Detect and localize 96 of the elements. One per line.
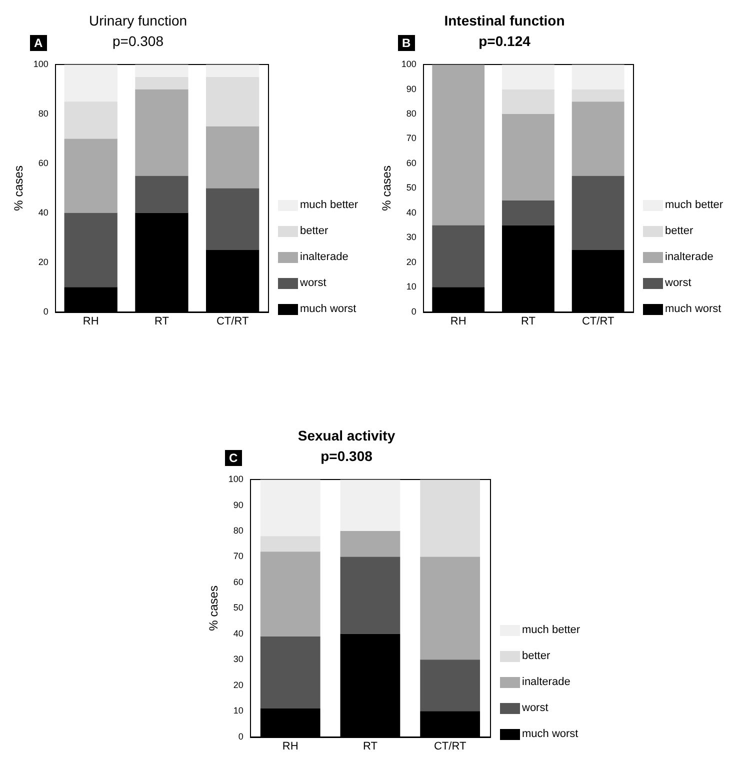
y-tick-label: 60 — [233, 576, 244, 587]
bar — [260, 636, 320, 709]
y-tick-label: 40 — [406, 207, 416, 218]
x-tick-label: RH — [282, 740, 298, 752]
bar — [572, 102, 624, 176]
y-tick-label: 40 — [233, 628, 244, 638]
text: C — [225, 450, 242, 466]
x-tick-label: CT/RT — [582, 315, 614, 328]
bar — [340, 480, 400, 532]
bar — [572, 64, 624, 90]
x-tick-label: RT — [520, 315, 536, 328]
y-tick-label: 100 — [228, 474, 244, 484]
y-tick-label: 70 — [406, 133, 416, 144]
y-tick-label: 0 — [411, 306, 416, 316]
y-tick-label: 60 — [38, 158, 48, 168]
bar — [432, 64, 485, 226]
chart-subtitle: p=0.124 — [478, 33, 531, 50]
legend-label: inalterade — [522, 676, 570, 688]
y-tick-label: 20 — [233, 680, 244, 690]
y-tick-label: 30 — [406, 232, 416, 242]
y-tick-label: 80 — [233, 526, 244, 536]
legend-label: much better — [300, 199, 358, 212]
y-axis-title: % cases — [12, 166, 26, 211]
y-tick-label: 80 — [406, 108, 416, 119]
bar — [502, 114, 554, 201]
x-tick-label: RH — [82, 315, 99, 328]
x-tick-label: CT/RT — [434, 740, 466, 752]
bar — [135, 176, 188, 213]
y-tick-label: 0 — [238, 731, 244, 742]
bar — [64, 138, 118, 213]
y-tick-label: 20 — [406, 256, 416, 267]
y-tick-label: 90 — [233, 500, 244, 510]
legend-label: inalterade — [300, 251, 348, 264]
y-tick-label: 50 — [406, 182, 416, 193]
chart-title: Sexual activity — [298, 427, 396, 444]
bar — [206, 126, 260, 188]
legend-label: worst — [522, 702, 548, 714]
legend-label: much worst — [522, 728, 578, 740]
text: A — [30, 35, 47, 51]
x-tick-label: RT — [362, 740, 378, 752]
bar — [206, 64, 260, 77]
y-tick-label: 30 — [233, 654, 244, 664]
bar — [64, 212, 118, 288]
legend-label: much worst — [300, 303, 356, 316]
legend-label: much worst — [665, 303, 722, 316]
bar — [206, 188, 260, 250]
bar — [64, 64, 118, 102]
y-tick-label: 70 — [233, 551, 244, 562]
bar — [340, 531, 400, 557]
legend-label: much better — [522, 624, 580, 636]
bar — [502, 89, 554, 114]
chart-subtitle: p=0.308 — [112, 33, 164, 50]
y-tick-label: 60 — [406, 158, 416, 168]
y-axis-title: % cases — [206, 586, 221, 631]
bar — [260, 536, 320, 552]
bar — [572, 176, 624, 250]
legend-label: worst — [300, 277, 326, 290]
bar — [135, 89, 188, 176]
bar — [340, 556, 400, 634]
legend-label: better — [522, 650, 550, 662]
y-tick-label: 20 — [38, 256, 48, 267]
bar — [502, 200, 554, 226]
chart-title: Intestinal function — [444, 12, 565, 28]
y-tick-label: 10 — [233, 706, 244, 716]
x-tick-label: RT — [154, 315, 170, 328]
legend-label: better — [665, 225, 694, 238]
x-tick-label: RH — [450, 315, 466, 328]
bar — [420, 660, 480, 712]
bar — [135, 64, 188, 77]
y-tick-label: 90 — [406, 84, 416, 94]
y-tick-label: 100 — [401, 59, 416, 70]
y-tick-label: 10 — [406, 282, 416, 292]
y-tick-label: 50 — [233, 602, 244, 613]
bar — [260, 552, 320, 636]
chart-title: Urinary function — [88, 12, 188, 28]
text: B — [398, 35, 415, 51]
bar — [432, 225, 485, 288]
legend-label: much better — [665, 199, 724, 212]
bar — [64, 102, 118, 139]
y-axis-title: % cases — [380, 166, 394, 211]
bar — [260, 480, 320, 536]
y-tick-label: 80 — [38, 108, 48, 119]
y-tick-label: 0 — [43, 306, 48, 316]
bar — [502, 64, 554, 90]
y-tick-label: 100 — [33, 59, 48, 70]
y-tick-label: 40 — [38, 207, 48, 218]
bar — [135, 76, 188, 90]
bar — [420, 556, 480, 660]
bar — [420, 480, 480, 557]
x-tick-label: CT/RT — [216, 315, 249, 328]
bar — [206, 76, 260, 126]
legend-label: better — [300, 225, 328, 238]
legend-label: worst — [665, 277, 692, 290]
chart-subtitle: p=0.308 — [320, 448, 373, 464]
legend-label: inalterade — [665, 251, 714, 264]
bar — [572, 89, 624, 102]
